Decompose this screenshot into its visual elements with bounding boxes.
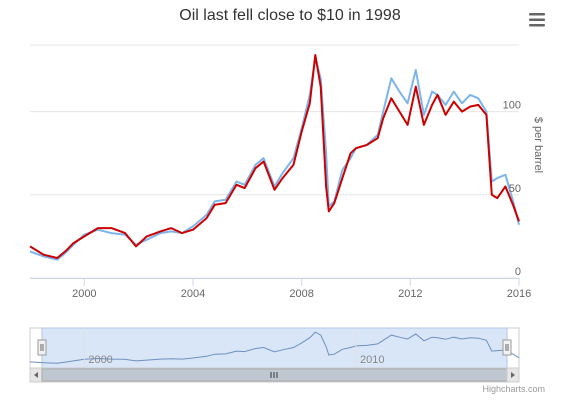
x-tick-label: 2008 <box>289 288 313 300</box>
navigator-tick-label: 2000 <box>88 354 112 366</box>
scrollbar-grip-icon <box>270 372 278 378</box>
credits-link[interactable]: Highcharts.com <box>482 384 545 394</box>
y-axis-title: $ per barrel <box>532 117 544 173</box>
navigator-axis: 2000 2010 <box>83 328 384 368</box>
navigator-left-handle[interactable] <box>37 339 47 356</box>
hamburger-menu-icon[interactable] <box>527 11 547 29</box>
scrollbar[interactable] <box>29 367 520 383</box>
x-tick-label: 2016 <box>507 288 531 300</box>
x-tick-label: 2000 <box>72 288 96 300</box>
series-line-2 <box>29 54 520 259</box>
scroll-right-icon <box>511 372 515 378</box>
x-tick-label: 2004 <box>181 288 205 300</box>
chart-title: Oil last fell close to $10 in 1998 <box>179 7 401 24</box>
navigator[interactable]: 2000 2010 <box>29 327 520 369</box>
navigator-right-handle[interactable] <box>502 339 512 356</box>
series-line-1 <box>29 57 520 261</box>
y-tick-label: 100 <box>503 100 521 112</box>
x-axis: 2000 2004 2008 2012 2016 <box>30 278 531 300</box>
y-tick-label: 0 <box>515 266 521 278</box>
y-axis: 0 50 100 <box>503 100 521 278</box>
x-tick-label: 2012 <box>398 288 422 300</box>
series-lines <box>29 54 520 261</box>
y-tick-label: 50 <box>509 183 521 195</box>
navigator-series-line <box>29 331 520 364</box>
scroll-left-icon <box>34 372 38 378</box>
navigator-tick-label: 2010 <box>360 354 384 366</box>
plot-gridlines <box>30 44 519 279</box>
